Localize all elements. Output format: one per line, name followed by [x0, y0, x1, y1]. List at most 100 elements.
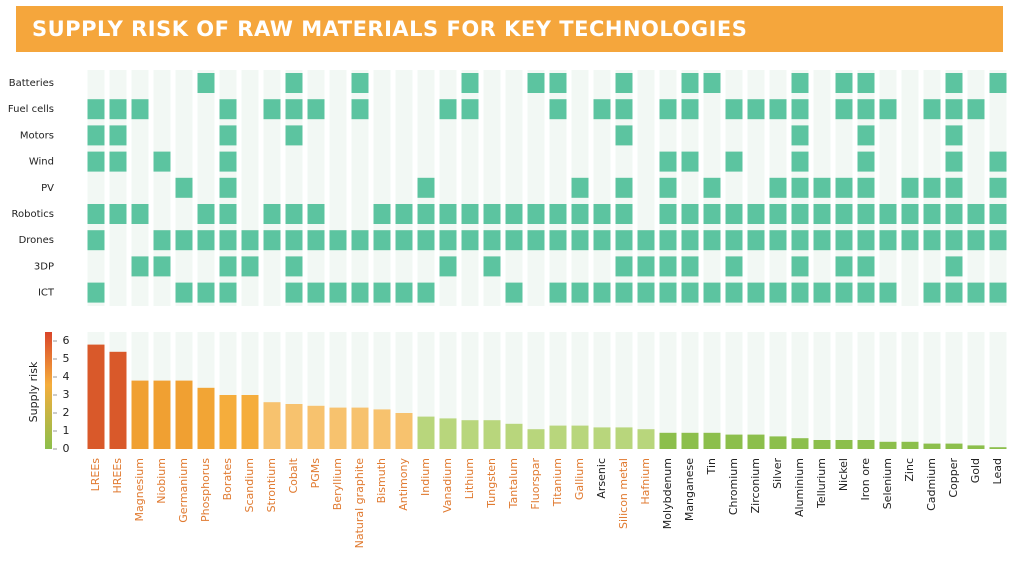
heat-cell — [483, 256, 501, 277]
heat-cell — [417, 125, 435, 146]
row-label: PV — [41, 183, 54, 194]
heat-cell — [351, 230, 369, 251]
column-stripe — [901, 332, 919, 449]
heat-cell — [725, 282, 743, 303]
heat-cell — [901, 99, 919, 120]
heat-cell — [87, 125, 105, 146]
heat-cell — [945, 230, 963, 251]
bar — [351, 407, 369, 449]
heat-cell — [703, 204, 721, 224]
heat-cell — [461, 73, 479, 93]
bar — [681, 432, 699, 449]
x-tick-label: Tantalum — [507, 458, 520, 509]
row-label: 3DP — [34, 261, 54, 272]
heat-cell — [571, 73, 589, 93]
heat-cell — [659, 256, 677, 277]
bar — [219, 395, 237, 449]
heat-cell — [329, 73, 347, 93]
x-tick-label: Scandium — [243, 458, 256, 512]
x-tick-label: Vanadium — [441, 458, 454, 513]
heat-cell — [527, 282, 545, 303]
heat-cell — [87, 73, 105, 93]
bar — [153, 380, 171, 449]
heat-cell — [461, 230, 479, 251]
heat-cell — [417, 204, 435, 224]
heat-cell — [505, 125, 523, 146]
heat-cell — [373, 256, 391, 277]
heat-cell — [263, 204, 281, 224]
heat-cell — [857, 230, 875, 251]
heat-cell — [659, 73, 677, 93]
x-tick-label: Selenium — [881, 458, 894, 509]
heat-cell — [989, 282, 1007, 303]
heat-cell — [769, 204, 787, 224]
heat-cell — [989, 73, 1007, 93]
heat-cell — [571, 177, 589, 198]
heat-cell — [857, 204, 875, 224]
heat-cell — [637, 230, 655, 251]
heat-cell — [219, 151, 237, 172]
heat-cell — [131, 204, 149, 224]
heat-cell — [549, 230, 567, 251]
heat-cell — [747, 151, 765, 172]
column-stripe — [989, 332, 1007, 449]
heat-cell — [945, 125, 963, 146]
x-tick-label: Iron ore — [859, 458, 872, 501]
bar — [373, 409, 391, 449]
heat-cell — [395, 125, 413, 146]
heat-cell — [527, 204, 545, 224]
heat-cell — [527, 99, 545, 120]
heat-cell — [395, 282, 413, 303]
heat-cell — [241, 99, 259, 120]
heat-cell — [527, 230, 545, 251]
heat-cell — [439, 125, 457, 146]
bar — [87, 344, 105, 449]
bar — [131, 380, 149, 449]
x-tick-label: Tungsten — [485, 458, 498, 509]
heat-cell — [659, 230, 677, 251]
heat-cell — [835, 204, 853, 224]
x-tick-label: Tellurium — [815, 458, 828, 509]
heat-cell — [791, 73, 809, 93]
x-tick-label: Molybdenum — [661, 458, 674, 529]
heat-cell — [791, 204, 809, 224]
heat-cell — [923, 125, 941, 146]
heat-cell — [857, 177, 875, 198]
row-label: Fuel cells — [8, 104, 54, 115]
heat-cell — [373, 73, 391, 93]
heat-cell — [637, 99, 655, 120]
heat-cell — [329, 99, 347, 120]
heat-cell — [175, 256, 193, 277]
heat-cell — [197, 73, 215, 93]
heat-cell — [945, 151, 963, 172]
y-axis-title: Supply risk — [27, 361, 40, 422]
x-tick-label: PGMs — [309, 458, 322, 489]
heat-cell — [351, 282, 369, 303]
column-stripe — [835, 332, 853, 449]
heat-cell — [87, 99, 105, 120]
heat-cell — [813, 230, 831, 251]
bar — [307, 405, 325, 449]
heat-cell — [285, 230, 303, 251]
heat-cell — [219, 177, 237, 198]
heat-cell — [263, 151, 281, 172]
heat-cell — [285, 73, 303, 93]
heat-cell — [307, 230, 325, 251]
heat-cell — [505, 177, 523, 198]
heat-cell — [131, 256, 149, 277]
heat-cell — [153, 73, 171, 93]
heat-cell — [659, 177, 677, 198]
column-stripe — [967, 332, 985, 449]
column-stripe — [945, 332, 963, 449]
heat-cell — [241, 73, 259, 93]
heat-cell — [351, 204, 369, 224]
x-tick-label: LREEs — [89, 458, 102, 492]
heat-cell — [395, 256, 413, 277]
heat-cell — [989, 125, 1007, 146]
bar — [109, 351, 127, 449]
heat-cell — [461, 256, 479, 277]
bar — [637, 429, 655, 449]
heat-cell — [175, 125, 193, 146]
heat-cell — [373, 282, 391, 303]
